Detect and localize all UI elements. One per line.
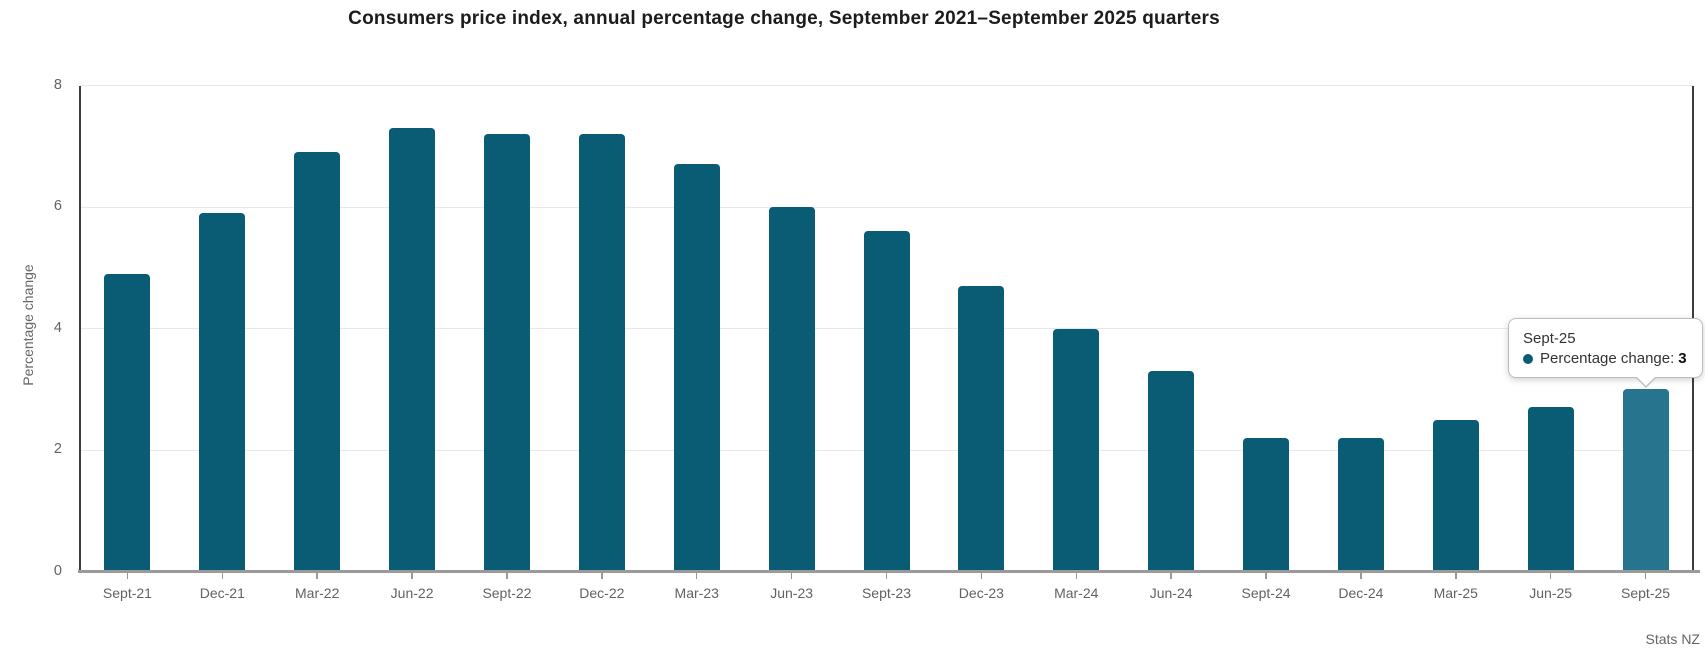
x-tick-sept-23 [885,573,888,579]
x-tick-jun-25 [1549,573,1552,579]
bar-jun-22[interactable] [389,128,436,572]
y-axis-line [79,85,81,572]
x-tick-label-sept-21: Sept-21 [102,585,152,601]
x-tick-label-mar-22: Mar-22 [295,585,340,601]
bar-mar-24[interactable] [1053,328,1100,572]
bar-jun-25[interactable] [1527,407,1574,572]
x-tick-label-mar-25: Mar-25 [1433,585,1478,601]
gridline-8 [80,85,1693,86]
tooltip-category: Sept-25 [1523,330,1576,347]
x-tick-jun-22 [411,573,413,579]
x-tick-label-sept-22: Sept-22 [482,585,532,601]
bar-dec-24[interactable] [1337,437,1384,572]
source-credit: Stats NZ [1645,631,1700,647]
bar-sept-23[interactable] [863,231,910,572]
y-tick-label-8: 8 [53,76,62,93]
x-tick-label-jun-25: Jun-25 [1529,585,1573,601]
bar-dec-21[interactable] [199,213,246,572]
x-tick-jun-23 [790,573,793,579]
bar-mar-25[interactable] [1432,419,1479,572]
x-tick-mar-22 [316,573,318,579]
x-tick-sept-24 [1265,573,1267,579]
x-tick-mar-24 [1075,573,1077,579]
y-tick-label-2: 2 [53,441,62,457]
gridline-6 [80,206,1693,208]
x-tick-label-jun-23: Jun-23 [770,585,814,601]
x-tick-mar-25 [1455,573,1457,579]
tooltip-series-label: Percentage change: [1540,350,1675,367]
x-tick-mar-23 [695,573,698,579]
y-tick-label-6: 6 [53,198,62,214]
x-tick-label-mar-23: Mar-23 [674,585,719,601]
bar-mar-22[interactable] [294,152,341,572]
tooltip: Sept-25 Percentage change: 3 [1508,318,1703,388]
bar-sept-21[interactable] [104,273,151,572]
x-tick-dec-22 [601,573,603,579]
x-tick-dec-23 [980,573,983,579]
tooltip-value: 3 [1678,350,1687,367]
x-tick-label-sept-24: Sept-24 [1241,585,1291,601]
series-marker-icon [1523,354,1533,364]
bar-dec-23[interactable] [958,285,1005,572]
x-tick-label-mar-24: Mar-24 [1054,585,1099,601]
x-tick-sept-22 [506,573,508,579]
bar-sept-24[interactable] [1243,437,1290,572]
x-tick-label-jun-24: Jun-24 [1149,585,1193,601]
y-tick-label-0: 0 [53,562,62,579]
x-tick-label-dec-21: Dec-21 [199,585,245,601]
x-axis-line [78,570,1700,573]
x-tick-label-dec-23: Dec-23 [958,585,1004,601]
bar-sept-25[interactable] [1622,389,1669,572]
x-tick-dec-24 [1360,573,1362,579]
x-tick-sept-25 [1644,573,1647,579]
x-tick-jun-24 [1170,573,1172,579]
x-tick-sept-21 [126,573,129,579]
bar-jun-23[interactable] [768,207,815,572]
y-tick-label-4: 4 [53,319,62,336]
bar-dec-22[interactable] [578,134,625,572]
bar-mar-23[interactable] [673,164,720,572]
x-tick-label-sept-23: Sept-23 [861,585,912,601]
x-tick-label-dec-24: Dec-24 [1338,585,1384,601]
x-tick-label-jun-22: Jun-22 [390,585,434,601]
bar-sept-22[interactable] [483,134,530,572]
x-tick-dec-21 [221,573,224,579]
chart-title: Consumers price index, annual percentage… [348,8,1220,29]
x-tick-label-dec-22: Dec-22 [579,585,625,601]
bar-jun-24[interactable] [1148,371,1195,572]
x-tick-label-sept-25: Sept-25 [1621,585,1671,601]
